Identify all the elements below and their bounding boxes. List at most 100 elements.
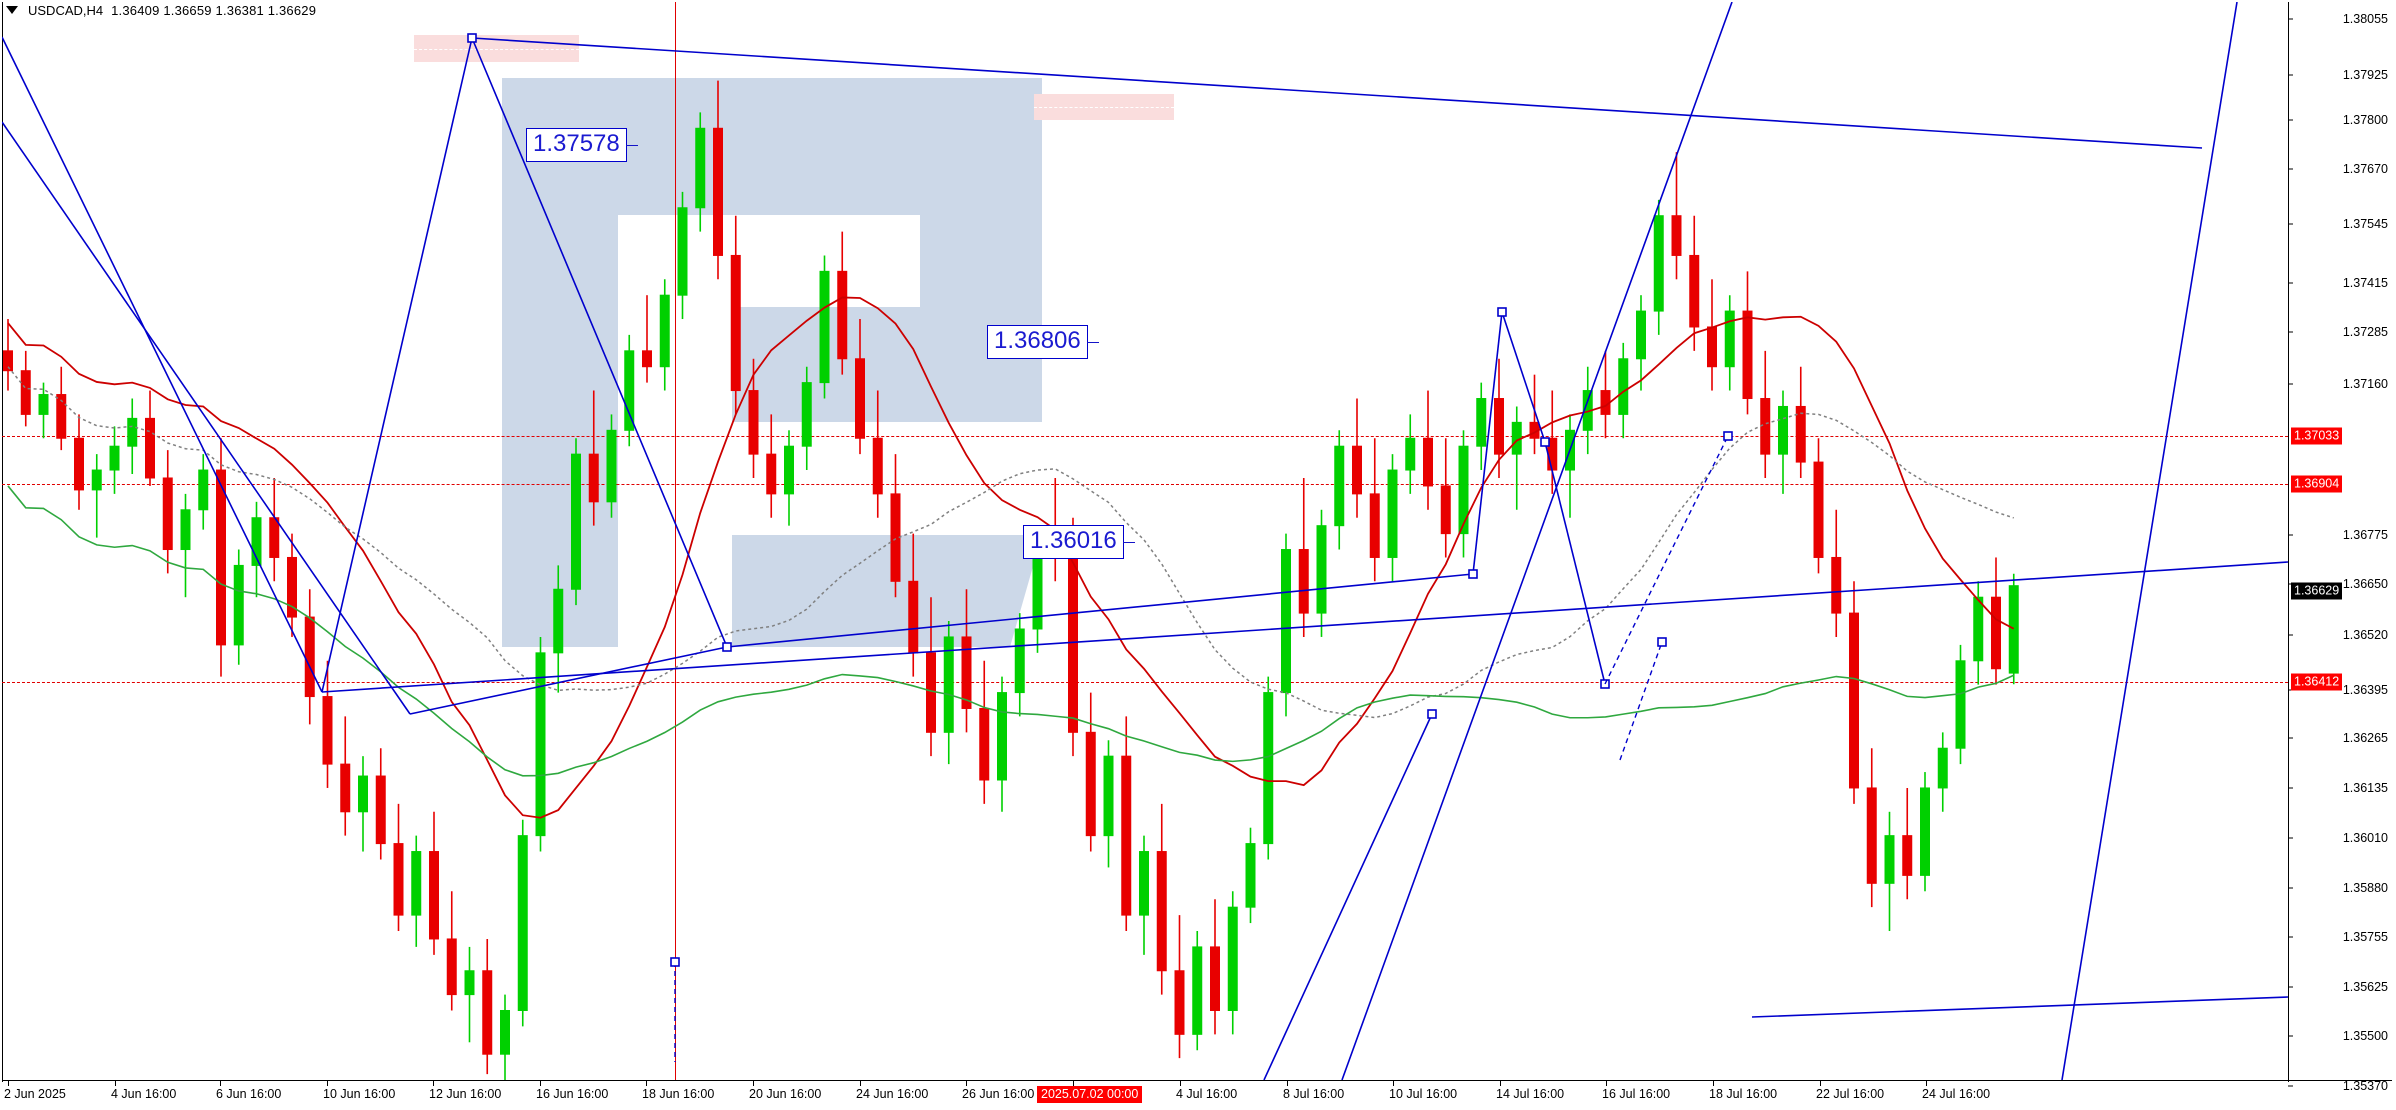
price-tick-label: 1.35500 bbox=[2342, 1029, 2388, 1043]
price-tick-label: 1.37160 bbox=[2342, 377, 2388, 391]
trendline-rally-up[interactable] bbox=[321, 37, 473, 693]
price-tick-mark bbox=[2288, 223, 2293, 225]
chart-plot-area[interactable]: 1.37578 1.36806 1.36016 bbox=[2, 2, 2288, 1080]
time-tick-mark bbox=[966, 1080, 967, 1086]
time-tick-mark bbox=[220, 1080, 221, 1086]
time-tick-mark bbox=[1926, 1080, 1927, 1086]
trendline-steep-far-right[interactable] bbox=[2061, 2, 2238, 1080]
price-tick-label: 1.37545 bbox=[2342, 217, 2388, 231]
price-tick-mark bbox=[2288, 887, 2293, 889]
price-tick-label: 1.35370 bbox=[2342, 1079, 2388, 1093]
price-annotation-label[interactable]: 1.36806 bbox=[987, 325, 1099, 359]
price-tick-mark bbox=[2288, 168, 2293, 170]
ma-slow-line bbox=[7, 485, 2015, 777]
time-tick-mark bbox=[1073, 1080, 1074, 1086]
time-tick-label: 24 Jul 16:00 bbox=[1922, 1087, 1991, 1101]
time-tick-mark bbox=[327, 1080, 328, 1086]
trendline-descent-from-peak[interactable] bbox=[471, 37, 728, 648]
price-tick-mark bbox=[2288, 787, 2293, 789]
chart-header: USDCAD,H4 1.36409 1.36659 1.36381 1.3662… bbox=[0, 0, 2396, 20]
price-tick-label: 1.36135 bbox=[2342, 781, 2388, 795]
horizontal-level-line[interactable] bbox=[2, 682, 2288, 683]
price-tick-mark bbox=[2288, 986, 2293, 988]
price-tick-label: 1.38055 bbox=[2342, 12, 2388, 26]
projection-handle-crosshair[interactable] bbox=[670, 957, 680, 967]
forecast-leg-start[interactable] bbox=[1619, 641, 1663, 761]
forecast-leg-up[interactable] bbox=[1472, 311, 1503, 575]
price-annotation-label[interactable]: 1.37578 bbox=[526, 128, 638, 162]
forecast-handle-1[interactable] bbox=[1468, 569, 1478, 579]
price-annotation-label[interactable]: 1.36016 bbox=[1023, 525, 1135, 559]
price-tick-label: 1.35625 bbox=[2342, 980, 2388, 994]
price-tick-mark bbox=[2288, 583, 2293, 585]
time-tick-label: 22 Jul 16:00 bbox=[1816, 1087, 1885, 1101]
symbol-timeframe-label: USDCAD,H4 bbox=[28, 2, 104, 18]
price-tick-label: 1.37800 bbox=[2342, 113, 2388, 127]
price-tick-mark bbox=[2288, 1085, 2293, 1087]
trendline-descending-left[interactable] bbox=[2, 36, 323, 693]
annotation-tail bbox=[1086, 342, 1099, 343]
pivot-handle-peak[interactable] bbox=[467, 33, 477, 43]
price-tick-label: 1.37285 bbox=[2342, 325, 2388, 339]
time-tick-mark bbox=[1500, 1080, 1501, 1086]
ma-fast-line bbox=[7, 296, 2015, 819]
forecast-mid-handle[interactable] bbox=[1657, 637, 1667, 647]
price-tick-label: 1.36650 bbox=[2342, 577, 2388, 591]
zone-midline bbox=[414, 48, 579, 50]
price-level-label[interactable]: 1.36412 bbox=[2291, 673, 2343, 691]
price-tick-mark bbox=[2288, 119, 2293, 121]
forecast-leg-down-1[interactable] bbox=[1501, 311, 1546, 443]
time-tick-mark bbox=[115, 1080, 116, 1086]
horizontal-level-line[interactable] bbox=[2, 436, 2288, 437]
trendline-steep-right-2[interactable] bbox=[1263, 713, 1433, 1080]
time-tick-label: 16 Jul 16:00 bbox=[1602, 1087, 1671, 1101]
time-tick-mark bbox=[1393, 1080, 1394, 1086]
price-tick-mark bbox=[2288, 936, 2293, 938]
steep-line-handle-1[interactable] bbox=[1427, 709, 1437, 719]
trendline-descending-left-2[interactable] bbox=[2, 121, 411, 715]
time-tick-mark bbox=[753, 1080, 754, 1086]
time-tick-label: 12 Jun 16:00 bbox=[429, 1087, 502, 1101]
current-price-label: 1.36629 bbox=[2291, 582, 2343, 600]
annotation-tail bbox=[1122, 542, 1135, 543]
pivot-handle-low[interactable] bbox=[722, 642, 732, 652]
chart-drawing-layer bbox=[2, 2, 2288, 1080]
trendline-rising-inner[interactable] bbox=[409, 646, 728, 715]
price-tick-mark bbox=[2288, 634, 2293, 636]
price-tick-mark bbox=[2288, 534, 2293, 536]
chevron-down-icon[interactable] bbox=[6, 6, 18, 14]
horizontal-level-line[interactable] bbox=[2, 484, 2288, 485]
forecast-projection-handle[interactable] bbox=[1723, 431, 1733, 441]
annotation-tail bbox=[625, 145, 638, 146]
plot-left-border bbox=[2, 2, 3, 1082]
time-tick-label: 6 Jun 16:00 bbox=[216, 1087, 282, 1101]
trendline-rising-support-long[interactable] bbox=[321, 561, 2288, 693]
price-level-label[interactable]: 1.36904 bbox=[2291, 475, 2343, 493]
price-tick-label: 1.36520 bbox=[2342, 628, 2388, 642]
trendline-steep-right-1[interactable] bbox=[1341, 2, 1733, 1080]
forecast-handle-2[interactable] bbox=[1497, 307, 1507, 317]
price-tick-mark bbox=[2288, 282, 2293, 284]
time-axis[interactable]: 2 Jun 2025 4 Jun 16:00 6 Jun 16:00 10 Jun 1… bbox=[2, 1080, 2394, 1108]
forecast-projection-dashed[interactable] bbox=[1604, 435, 1729, 685]
time-tick-label: 4 Jul 16:00 bbox=[1176, 1087, 1238, 1101]
trendline-ascent-mid[interactable] bbox=[726, 573, 1474, 648]
price-tick-mark bbox=[2288, 1035, 2293, 1037]
time-tick-label: 4 Jun 16:00 bbox=[111, 1087, 177, 1101]
ma-mid-dotted-line bbox=[7, 366, 2014, 719]
resistance-zone-right[interactable] bbox=[1034, 94, 1174, 120]
candlestick-series bbox=[3, 80, 2019, 1080]
price-level-label[interactable]: 1.37033 bbox=[2291, 427, 2343, 445]
trendline-flat-support-right[interactable] bbox=[1751, 996, 2288, 1018]
time-tick-mark bbox=[433, 1080, 434, 1086]
forecast-handle-3[interactable] bbox=[1540, 437, 1550, 447]
time-tick-mark bbox=[1606, 1080, 1607, 1086]
trendline-resistance-from-peak[interactable] bbox=[471, 37, 2203, 149]
price-tick-mark bbox=[2288, 737, 2293, 739]
forecast-leg-down-2[interactable] bbox=[1544, 441, 1606, 685]
price-tick-label: 1.35880 bbox=[2342, 881, 2388, 895]
price-tick-mark bbox=[2288, 18, 2293, 20]
price-axis[interactable]: 1.38055 1.37925 1.37800 1.37670 1.37545 1.374… bbox=[2288, 2, 2394, 1093]
time-tick-label: 18 Jun 16:00 bbox=[642, 1087, 715, 1101]
